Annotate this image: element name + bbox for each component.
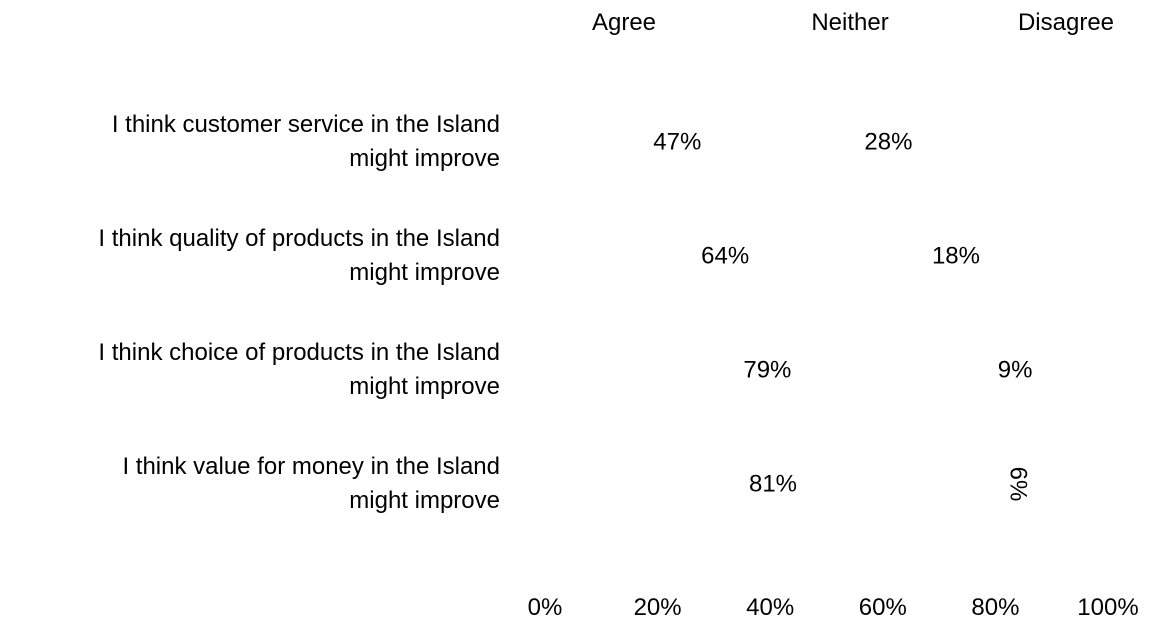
data-label: 6% [1004,467,1031,502]
category-labels: I think customer service in the Island mi… [98,111,500,514]
x-tick-label: 0% [528,594,563,621]
data-label: 79% [743,357,791,384]
x-axis: 0% 20% 40% 60% 80% 100% [528,594,1139,621]
data-label: 9% [998,357,1033,384]
x-tick-label: 40% [746,594,794,621]
data-label: 28% [864,129,912,156]
x-tick-label: 60% [859,594,907,621]
bar-agree [545,226,906,286]
x-tick-label: 80% [971,594,1019,621]
category-label: I think customer service in the Island mi… [112,111,500,172]
bar-neither [1001,454,1035,514]
bar-agree [545,340,990,400]
legend-entry-agree: Agree [592,9,656,36]
bar-disagree [1040,340,1108,400]
chart-bars [545,112,1108,514]
bar-disagree [1006,226,1108,286]
chart-legend: Agree Neither Disagree [592,9,1114,36]
data-label: 81% [749,471,797,498]
bar-disagree [1034,454,1108,514]
data-label: 64% [701,243,749,270]
category-label: I think choice of products in the Island… [98,339,500,400]
data-labels: 47% 28% 64% 18% 79% 9% 81% 6% [653,129,1032,502]
legend-entry-neither: Neither [811,9,888,36]
bar-neither [809,112,968,172]
x-tick-label: 20% [634,594,682,621]
bar-agree [545,112,810,172]
category-label: I think quality of products in the Islan… [98,225,500,286]
x-tick-label: 100% [1077,594,1138,621]
bar-agree [545,454,1002,514]
data-label: 47% [653,129,701,156]
legend-entry-disagree: Disagree [1018,9,1114,36]
category-label: I think value for money in the Island mig… [122,453,500,514]
bar-disagree [967,112,1108,172]
data-label: 18% [932,243,980,270]
bar-neither [989,340,1041,400]
bar-neither [905,226,1007,286]
